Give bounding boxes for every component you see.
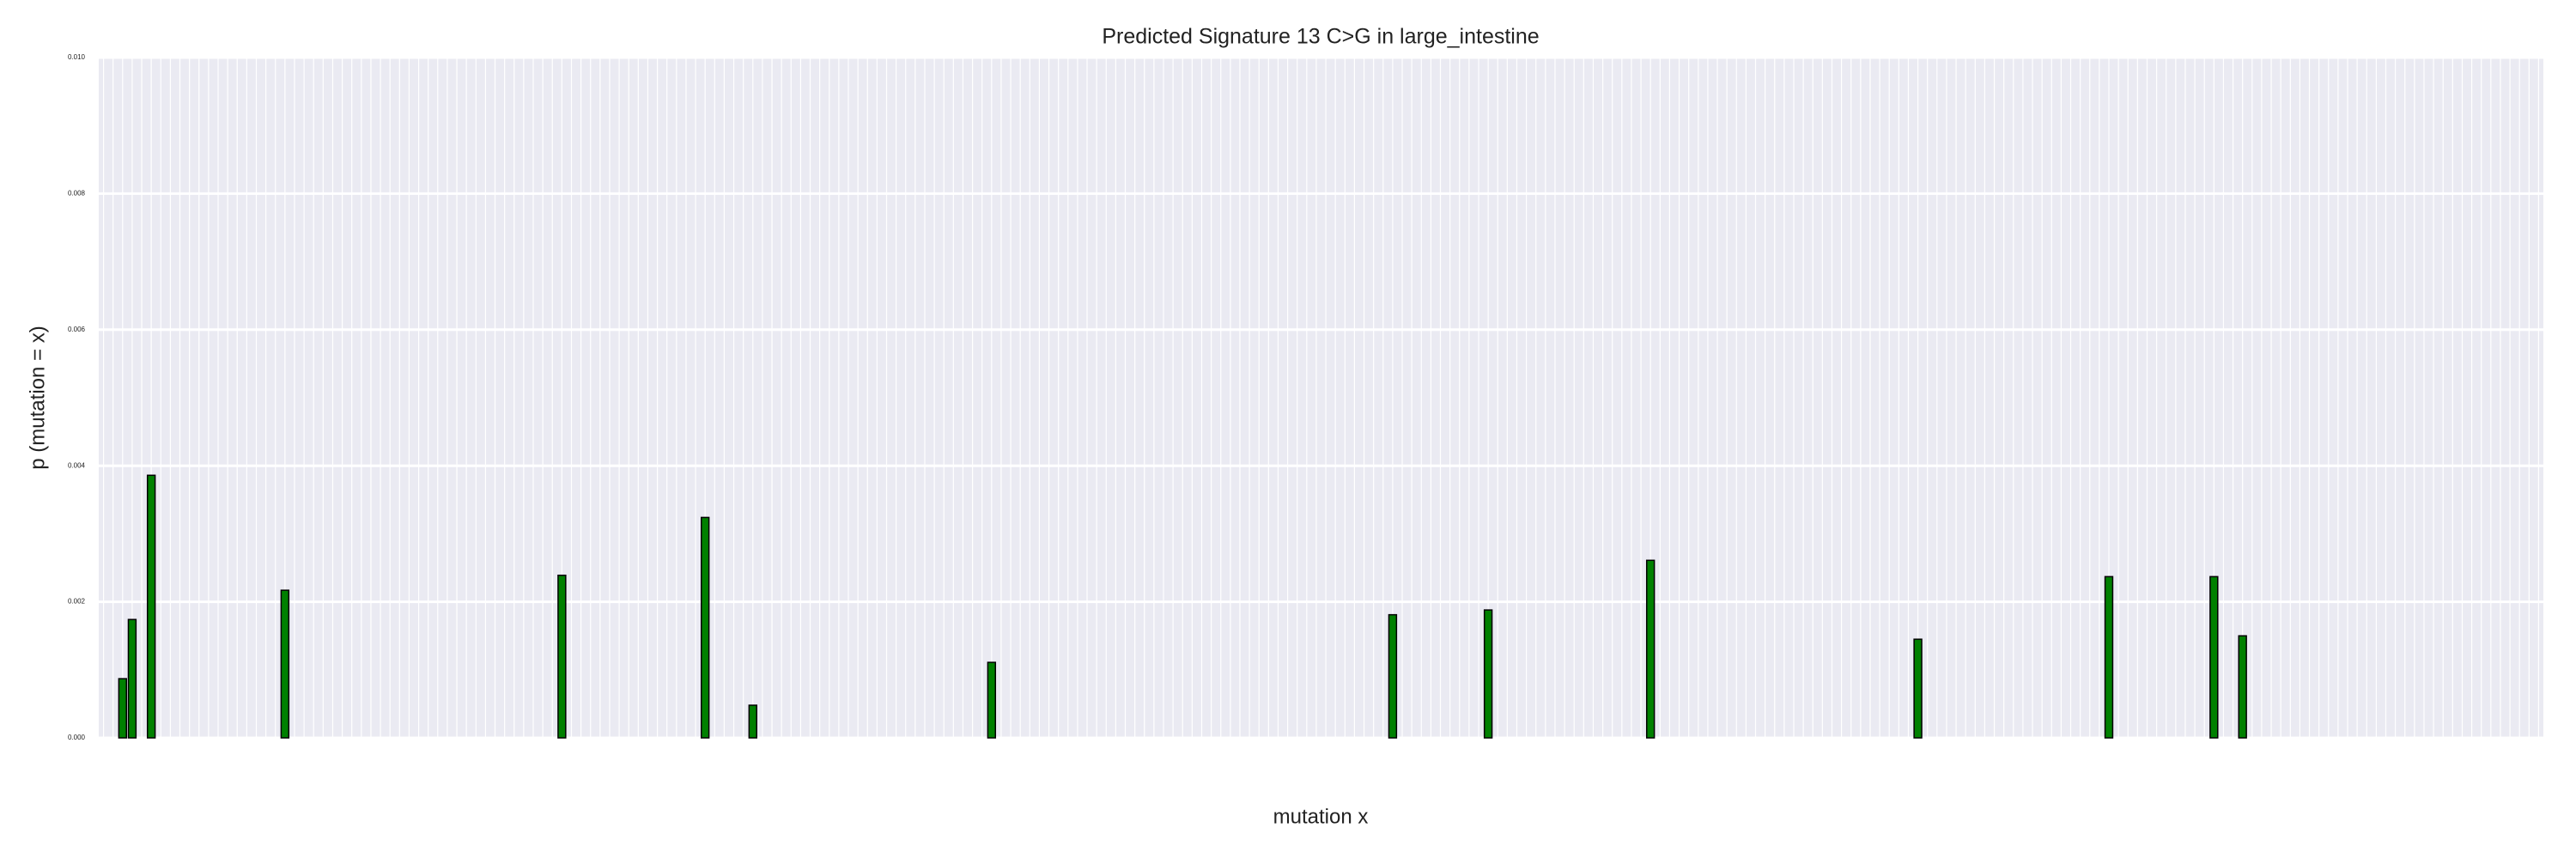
y-tick-label: 0.000 — [68, 734, 86, 741]
y-axis-label: p (mutation = x) — [26, 326, 49, 469]
bar — [2209, 576, 2219, 739]
y-tick-label: 0.008 — [68, 190, 86, 198]
bar — [127, 618, 137, 739]
bar — [987, 661, 997, 739]
x-axis-label: mutation x — [1273, 805, 1369, 828]
bar — [2238, 635, 2247, 739]
y-tick-label: 0.006 — [68, 326, 86, 333]
bar — [557, 574, 567, 739]
chart-title: Predicted Signature 13 C>G in large_inte… — [1102, 25, 1539, 49]
bar — [1913, 638, 1923, 739]
bar — [280, 589, 290, 739]
bar — [748, 704, 757, 739]
bar — [2104, 576, 2114, 739]
bar — [700, 516, 710, 739]
y-tick-label: 0.010 — [68, 53, 86, 61]
bar — [1388, 613, 1398, 739]
y-tick-label: 0.004 — [68, 461, 86, 469]
bar — [146, 474, 156, 739]
plot-background — [99, 58, 2543, 738]
bar — [118, 678, 128, 739]
y-tick-label: 0.002 — [68, 598, 86, 606]
bar — [1645, 559, 1656, 739]
bar — [1483, 609, 1493, 739]
